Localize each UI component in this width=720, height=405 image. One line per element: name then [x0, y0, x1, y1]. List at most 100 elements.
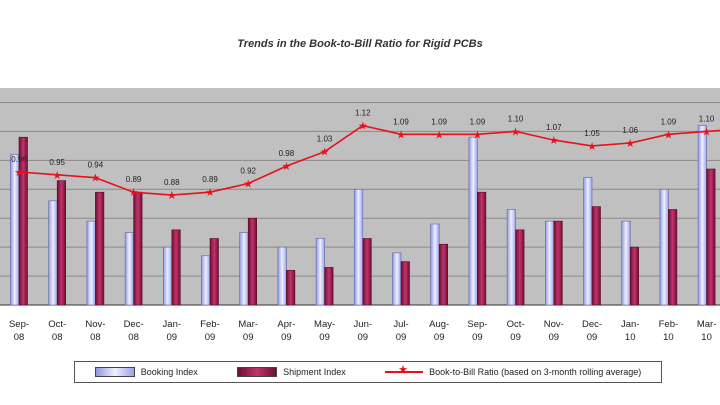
booking-index-bar — [48, 200, 58, 306]
booking-index-bar — [583, 177, 593, 306]
shipment-index-bar — [438, 243, 449, 306]
booking-index-bar — [506, 209, 516, 306]
shipment-index-bar — [286, 269, 296, 306]
booking-index-bar — [544, 220, 555, 306]
x-tick-label-month: Jun- — [354, 319, 372, 330]
x-tick-label-month: Feb- — [659, 319, 679, 330]
ratio-data-label: 1.10 — [508, 114, 524, 123]
shipment-index-bar — [133, 191, 143, 306]
ratio-point-marker: ★ — [90, 173, 100, 185]
booking-index-bar — [392, 252, 402, 306]
x-tick-label-year: 08 — [90, 332, 101, 343]
x-tick-label-year: 10 — [663, 332, 674, 343]
ratio-data-label: 1.06 — [622, 126, 638, 135]
ratio-point-marker: ★ — [281, 161, 291, 173]
legend-label-shipment: Shipment Index — [283, 367, 346, 377]
legend-line-ratio-icon — [385, 363, 424, 377]
x-tick-label-month: Aug- — [429, 319, 449, 330]
x-tick-label-month: Mar- — [697, 319, 717, 330]
x-tick-label-month: Oct- — [507, 319, 525, 330]
x-tick-label-year: 10 — [701, 332, 712, 343]
x-tick-label-year: 09 — [549, 332, 560, 343]
x-tick-label-year: 09 — [205, 332, 216, 343]
x-tick-label-year: 08 — [128, 332, 139, 343]
x-tick-label-month: Mar- — [238, 319, 258, 330]
booking-index-bar — [468, 136, 478, 306]
shipment-index-bar — [95, 191, 105, 306]
ratio-point-marker: ★ — [396, 129, 406, 141]
booking-index-bar — [86, 220, 96, 306]
x-tick-label-year: 09 — [396, 332, 407, 343]
bars-group — [10, 125, 716, 306]
booking-index-bar — [353, 189, 364, 306]
x-tick-label-year: 09 — [472, 332, 483, 343]
ratio-point-marker: ★ — [52, 170, 62, 182]
ratio-point-marker: ★ — [358, 121, 368, 133]
x-tick-label-year: 09 — [510, 332, 521, 343]
shipment-index-bar — [18, 136, 28, 306]
x-tick-label-year: 09 — [281, 332, 292, 343]
x-tick-label-year: 10 — [625, 332, 636, 343]
x-tick-label-month: Nov- — [85, 319, 105, 330]
ratio-point-marker: ★ — [205, 187, 215, 199]
ratio-point-marker: ★ — [129, 187, 139, 199]
x-tick-label-month: Jan- — [163, 319, 181, 330]
booking-index-bar — [163, 246, 173, 306]
ratio-data-label: 1.07 — [546, 123, 562, 132]
booking-index-bar — [277, 246, 287, 306]
x-tick-label-year: 09 — [243, 332, 254, 343]
ratio-data-label: 1.09 — [470, 117, 486, 126]
x-tick-label-month: Dec- — [582, 319, 602, 330]
shipment-index-bar — [706, 168, 716, 306]
x-tick-label-month: Sep- — [9, 319, 29, 330]
ratio-point-marker: ★ — [549, 135, 559, 147]
legend-item-ratio: Book-to-Bill Ratio (based on 3-month rol… — [385, 363, 642, 377]
shipment-index-bar — [668, 209, 678, 306]
x-tick-label-month: Dec- — [124, 319, 144, 330]
ratio-data-label: 1.09 — [393, 117, 409, 126]
x-tick-label-month: Sep- — [467, 319, 487, 330]
x-tick-label-month: May- — [314, 319, 335, 330]
x-tick-label-month: Jan- — [621, 319, 639, 330]
booking-index-bar — [659, 189, 669, 306]
ratio-point-marker: ★ — [14, 167, 24, 179]
ratio-data-label: 0.89 — [202, 175, 218, 184]
ratio-data-label: 1.12 — [355, 109, 371, 118]
ratio-point-marker: ★ — [320, 147, 330, 159]
booking-index-bar — [201, 255, 211, 306]
ratio-point-marker: ★ — [472, 129, 482, 141]
shipment-index-bar — [477, 191, 487, 306]
chart-title: Trends in the Book-to-Bill Ratio for Rig… — [237, 38, 482, 50]
shipment-index-bar — [400, 261, 410, 306]
legend-label-ratio: Book-to-Bill Ratio (based on 3-month rol… — [429, 367, 642, 377]
shipment-index-bar — [247, 217, 257, 306]
ratio-point-marker: ★ — [243, 179, 253, 191]
ratio-data-label: 1.09 — [431, 117, 447, 126]
ratio-data-label: 1.10 — [699, 114, 715, 123]
booking-index-bar — [124, 232, 134, 306]
x-tick-label-month: Apr- — [277, 319, 295, 330]
legend-swatch-shipment — [237, 367, 278, 377]
shipment-index-bar — [209, 238, 219, 306]
legend-swatch-booking — [94, 367, 135, 377]
shipment-index-bar — [56, 180, 67, 306]
legend-item-shipment: Shipment Index — [237, 367, 346, 377]
x-tick-labels-group: Sep- 08 Oct- 08 Nov- 08 Dec- 08 Jan- 09 Feb- 09 Mar-… — [9, 319, 717, 343]
x-tick-label-year: 08 — [52, 332, 63, 343]
x-tick-label-month: Nov- — [544, 319, 564, 330]
x-tick-label-year: 09 — [167, 332, 178, 343]
shipment-index-bar — [553, 220, 563, 306]
ratio-line — [18, 124, 720, 196]
ratio-line-group: ★★★★★★★★★★★★★★★★★★★★★★★ — [14, 121, 720, 202]
ratio-point-marker: ★ — [625, 138, 635, 150]
ratio-point-marker: ★ — [663, 129, 673, 141]
shipment-index-bar — [515, 229, 525, 306]
ratio-point-marker: ★ — [511, 126, 521, 138]
ratio-point-marker: ★ — [167, 190, 177, 202]
shipment-index-bar — [362, 238, 372, 306]
shipment-index-bar — [591, 206, 601, 306]
ratio-data-label: 1.03 — [317, 135, 333, 144]
booking-index-bar — [621, 220, 631, 306]
ratio-data-label: 0.98 — [279, 149, 295, 158]
